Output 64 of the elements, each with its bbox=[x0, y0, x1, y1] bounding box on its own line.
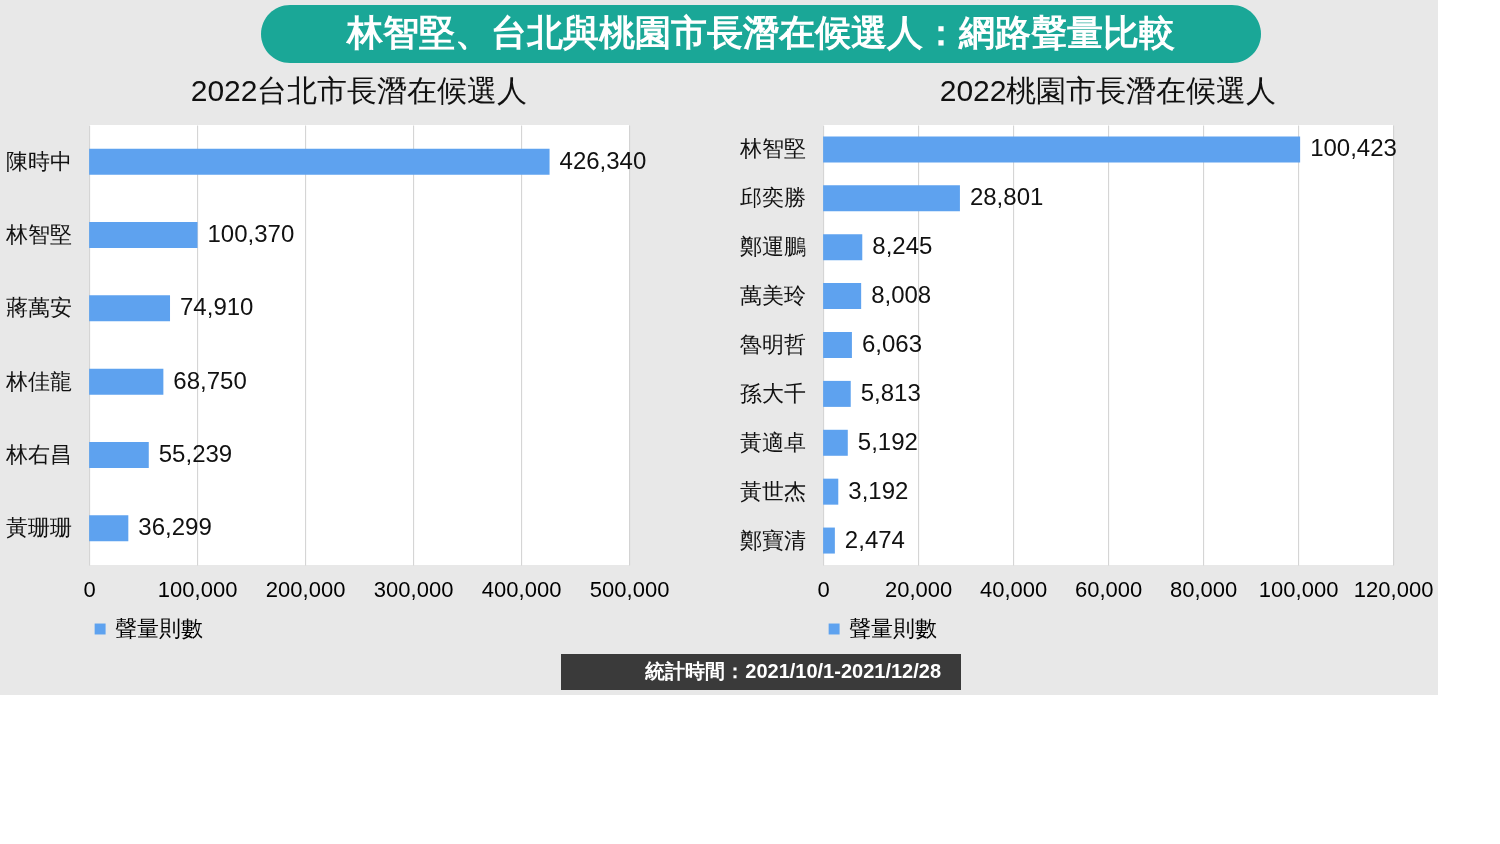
x-tick-label: 200,000 bbox=[265, 576, 346, 602]
y-tick-label: 黃世杰 bbox=[739, 478, 806, 504]
x-tick-label: 400,000 bbox=[481, 576, 562, 602]
x-tick-label: 60,000 bbox=[1074, 576, 1143, 602]
text: 林智堅、台北與桃園市長潛在候選人：網路聲量比較 bbox=[345, 12, 1175, 53]
bar bbox=[89, 368, 164, 395]
y-tick-label: 邱奕勝 bbox=[739, 185, 806, 211]
data-label: 8,245 bbox=[872, 232, 933, 260]
bar bbox=[89, 148, 550, 175]
bar bbox=[823, 527, 835, 554]
data-label: 2,474 bbox=[844, 525, 905, 553]
bar bbox=[823, 234, 863, 261]
data-label: 426,340 bbox=[559, 146, 647, 174]
legend-label: 聲量則數 bbox=[115, 616, 204, 641]
bar bbox=[89, 515, 129, 542]
y-tick-label: 林佳龍 bbox=[4, 368, 72, 394]
data-label: 55,239 bbox=[158, 440, 233, 467]
y-tick-label: 林右昌 bbox=[4, 442, 72, 467]
x-tick-label: 0 bbox=[83, 576, 96, 602]
data-label: 74,910 bbox=[180, 293, 254, 321]
x-tick-label: 80,000 bbox=[1169, 576, 1238, 602]
data-label: 36,299 bbox=[138, 513, 212, 541]
data-label: 28,801 bbox=[969, 183, 1044, 211]
y-tick-label: 孫大千 bbox=[739, 380, 806, 406]
data-label: 6,063 bbox=[861, 330, 922, 357]
x-tick-label: 100,000 bbox=[1258, 576, 1339, 602]
data-label: 68,750 bbox=[173, 366, 247, 394]
bar bbox=[89, 442, 149, 468]
bar bbox=[823, 429, 848, 456]
y-tick-label: 鄭運鵬 bbox=[739, 234, 806, 260]
y-tick-label: 黃珊珊 bbox=[5, 515, 72, 541]
data-label: 5,813 bbox=[860, 378, 921, 406]
data-label: 3,192 bbox=[848, 476, 909, 504]
bar bbox=[823, 283, 862, 310]
bar bbox=[89, 295, 171, 322]
x-tick-label: 20,000 bbox=[884, 576, 953, 602]
bar bbox=[823, 332, 852, 358]
data-label: 5,192 bbox=[857, 427, 918, 455]
y-tick-label: 魯明哲 bbox=[739, 332, 806, 357]
x-tick-label: 40,000 bbox=[979, 576, 1048, 602]
data-label: 100,423 bbox=[1310, 134, 1397, 162]
bar bbox=[823, 380, 851, 407]
y-tick-label: 萬美玲 bbox=[739, 283, 806, 309]
y-tick-label: 蔣萬安 bbox=[5, 295, 72, 321]
x-tick-label: 300,000 bbox=[373, 576, 454, 602]
bar bbox=[89, 222, 198, 248]
chart-title: 2022台北市長潛在候選人 bbox=[190, 74, 528, 107]
x-tick-label: 100,000 bbox=[157, 576, 238, 602]
bar bbox=[823, 185, 960, 212]
chart-title: 2022桃園市長潛在候選人 bbox=[939, 74, 1277, 107]
x-tick-label: 0 bbox=[817, 576, 830, 602]
y-tick-label: 鄭寶清 bbox=[739, 527, 806, 553]
legend-label: 聲量則數 bbox=[849, 616, 938, 641]
bar bbox=[823, 478, 839, 505]
y-tick-label: 黃適卓 bbox=[739, 429, 806, 455]
data-label: 8,008 bbox=[871, 281, 932, 309]
y-tick-label: 林智堅 bbox=[4, 222, 72, 247]
x-tick-label: 500,000 bbox=[589, 576, 670, 602]
x-tick-label: 120,000 bbox=[1353, 576, 1434, 602]
text: 統計時間：2021/10/1-2021/12/28 bbox=[644, 660, 941, 682]
y-tick-label: 陳時中 bbox=[5, 148, 72, 174]
y-tick-label: 林智堅 bbox=[738, 136, 806, 162]
bar bbox=[823, 136, 1301, 163]
data-label: 100,370 bbox=[207, 220, 295, 247]
